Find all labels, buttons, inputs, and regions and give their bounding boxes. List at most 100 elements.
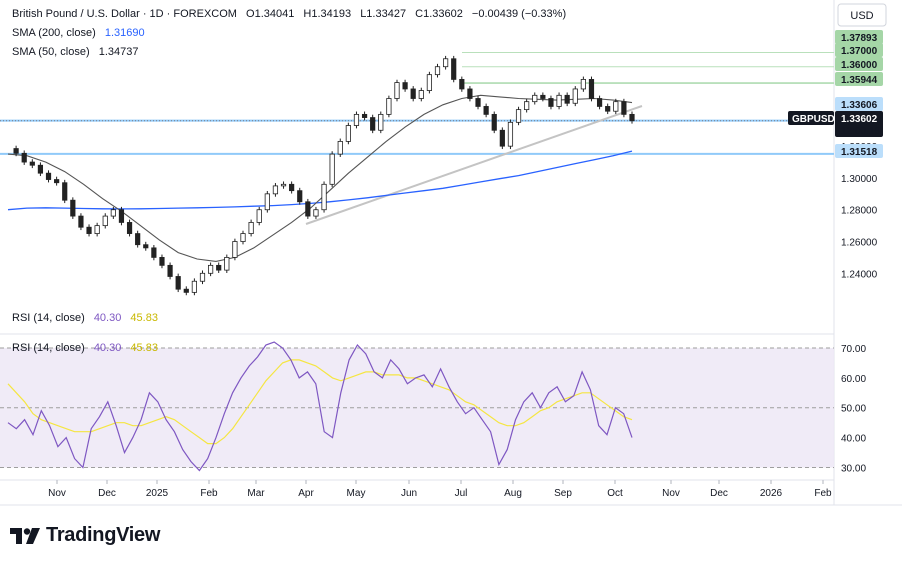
rsi-pane-label: RSI (14, close) bbox=[12, 342, 85, 354]
candle-body-7 bbox=[62, 182, 68, 201]
x-tick-label-12: Nov bbox=[662, 488, 680, 499]
candle-71 bbox=[580, 76, 586, 92]
candle-body-69 bbox=[564, 94, 570, 104]
candle-21 bbox=[175, 273, 181, 293]
x-tick-label-9: Aug bbox=[504, 488, 522, 499]
trendline bbox=[305, 105, 643, 225]
candle-60 bbox=[491, 111, 497, 134]
chart-legend: British Pound / U.S. Dollar · 1D · FOREX… bbox=[12, 8, 566, 354]
candle-body-25 bbox=[207, 264, 214, 274]
candle-38 bbox=[313, 206, 319, 219]
chart-title: British Pound / U.S. Dollar · 1D · FOREX… bbox=[12, 8, 566, 20]
candle-32 bbox=[264, 190, 270, 213]
candle-51 bbox=[418, 87, 424, 102]
candle-body-50 bbox=[410, 88, 416, 99]
rsi-tick-label-3: 60.00 bbox=[841, 374, 866, 385]
x-tick-label-0: Nov bbox=[48, 488, 66, 499]
candle-body-30 bbox=[248, 222, 254, 234]
candle-7 bbox=[62, 179, 68, 204]
candle-25 bbox=[207, 262, 214, 277]
candle-69 bbox=[564, 92, 570, 107]
candle-8 bbox=[70, 197, 76, 219]
candle-20 bbox=[167, 262, 173, 280]
rsi-value: 40.30 bbox=[94, 312, 122, 324]
candle-body-74 bbox=[605, 106, 611, 112]
x-tick-label-13: Dec bbox=[710, 488, 728, 499]
candle-body-19 bbox=[159, 257, 165, 266]
candle-body-64 bbox=[524, 101, 530, 111]
candle-body-28 bbox=[232, 241, 238, 258]
sma50-label: SMA (50, close) bbox=[12, 46, 90, 58]
rsi-pane-legend: RSI (14, close) 40.30 45.83 bbox=[12, 342, 158, 354]
rsi-label: RSI (14, close) bbox=[12, 312, 85, 324]
candle-body-62 bbox=[507, 121, 514, 147]
candle-body-14 bbox=[118, 209, 125, 223]
candle-body-16 bbox=[135, 233, 141, 246]
candle-body-5 bbox=[45, 172, 52, 180]
candle-24 bbox=[199, 270, 206, 285]
candle-body-61 bbox=[499, 129, 505, 147]
candle-body-70 bbox=[572, 88, 578, 104]
price-tag-4: 1.33606 bbox=[841, 100, 878, 111]
candle-body-53 bbox=[434, 66, 441, 76]
candle-15 bbox=[126, 219, 133, 237]
candle-body-15 bbox=[126, 222, 133, 234]
candle-body-71 bbox=[580, 79, 586, 90]
price-tag-bg-3 bbox=[835, 72, 883, 86]
candle-body-68 bbox=[556, 94, 562, 107]
candle-75 bbox=[613, 98, 619, 115]
price-tag-3: 1.35944 bbox=[841, 75, 878, 86]
candle-36 bbox=[297, 187, 303, 205]
candle-1 bbox=[13, 145, 19, 157]
candle-body-18 bbox=[151, 247, 157, 258]
x-tick-label-1: Dec bbox=[98, 488, 116, 499]
candle-body-77 bbox=[629, 113, 635, 122]
candle-26 bbox=[216, 262, 222, 273]
candle-body-22 bbox=[183, 288, 189, 293]
brand-name: TradingView bbox=[46, 524, 161, 546]
candle-59 bbox=[483, 103, 489, 118]
candle-body-21 bbox=[175, 276, 181, 290]
candle-body-44 bbox=[361, 113, 368, 118]
currency-box[interactable] bbox=[837, 3, 887, 27]
candle-53 bbox=[434, 63, 441, 78]
candle-body-41 bbox=[337, 141, 343, 155]
sma200-line bbox=[7, 150, 633, 211]
candle-body-46 bbox=[378, 113, 384, 131]
candle-body-58 bbox=[475, 98, 481, 107]
sma200-legend: SMA (200, close) 1.31690 bbox=[12, 27, 145, 39]
symbol-title: British Pound / U.S. Dollar · 1D · FOREX… bbox=[12, 8, 237, 20]
candle-body-20 bbox=[167, 264, 173, 277]
candle-body-10 bbox=[86, 226, 92, 234]
candle-70 bbox=[572, 86, 578, 107]
x-tick-label-4: Mar bbox=[247, 488, 265, 499]
candle-body-45 bbox=[370, 117, 376, 131]
candle-28 bbox=[232, 238, 238, 261]
price-tag-bg-4 bbox=[835, 97, 883, 111]
candle-body-42 bbox=[345, 125, 351, 142]
candle-body-47 bbox=[386, 98, 392, 115]
candle-body-60 bbox=[491, 113, 497, 131]
candle-body-31 bbox=[256, 209, 262, 223]
candle-48 bbox=[394, 79, 400, 102]
candle-body-75 bbox=[613, 101, 619, 112]
price-tag-1: 1.37000 bbox=[841, 46, 878, 57]
brand-footer[interactable]: TradingView bbox=[10, 524, 160, 547]
ohlc-low: L1.33427 bbox=[360, 8, 406, 20]
price-tag-5: 1.31518 bbox=[841, 147, 878, 158]
candle-44 bbox=[361, 111, 368, 121]
candle-body-48 bbox=[394, 82, 400, 99]
x-tick-label-2: 2025 bbox=[146, 488, 169, 499]
candle-body-32 bbox=[264, 193, 270, 211]
candle-body-65 bbox=[532, 94, 538, 103]
candle-43 bbox=[353, 111, 360, 129]
candle-65 bbox=[532, 92, 538, 105]
candle-body-35 bbox=[289, 183, 295, 192]
candle-body-3 bbox=[29, 161, 35, 166]
candle-body-72 bbox=[588, 79, 595, 99]
candle-body-24 bbox=[199, 272, 206, 282]
candle-41 bbox=[337, 138, 343, 157]
candle-46 bbox=[378, 111, 384, 134]
candle-72 bbox=[588, 76, 595, 102]
